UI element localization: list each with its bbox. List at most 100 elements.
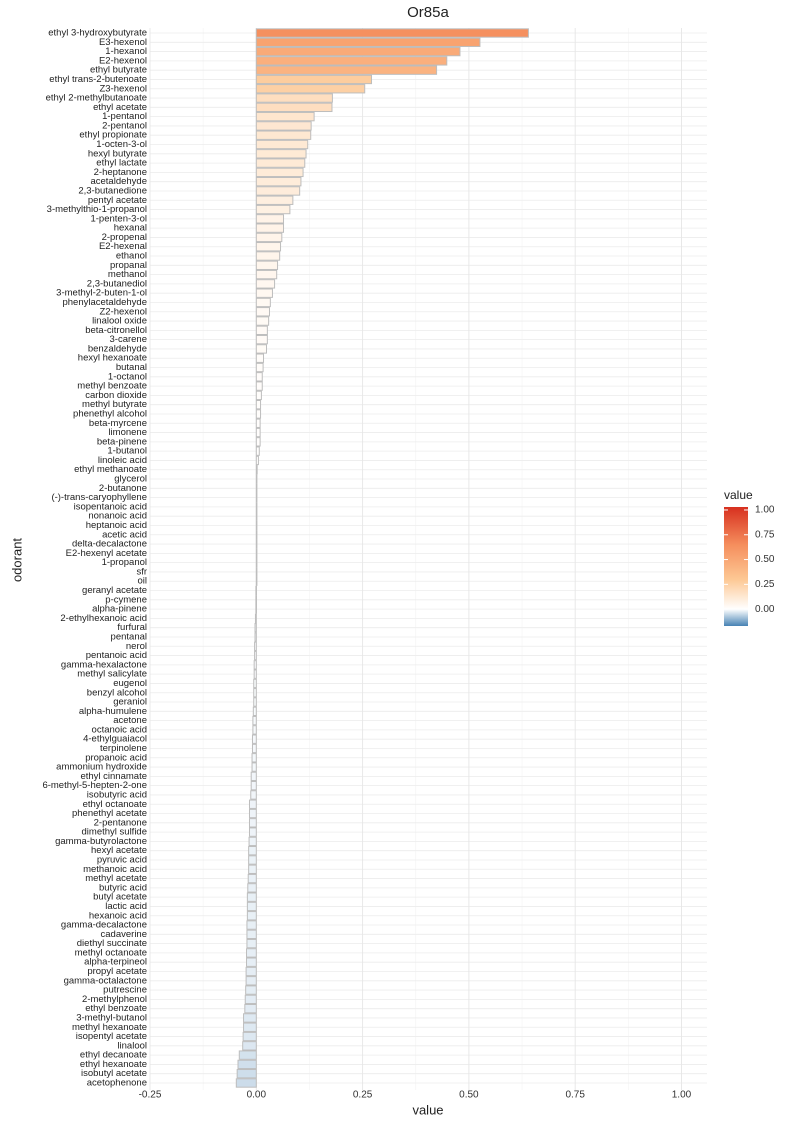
- bar: [244, 1003, 257, 1014]
- y-tick-label: gamma-decalactone: [61, 920, 147, 931]
- y-tick-label: pentanal: [111, 631, 147, 642]
- bar: [255, 260, 279, 270]
- y-tick-label: butyric acid: [99, 882, 147, 893]
- bar: [244, 994, 257, 1005]
- y-tick-label: E2-hexenol: [99, 55, 147, 66]
- y-tick-label: 2-ethylhexanoic acid: [60, 613, 147, 624]
- legend-label: 0.75: [755, 529, 775, 540]
- bar: [255, 269, 278, 280]
- y-tick-label: propyl acetate: [87, 966, 147, 977]
- y-tick-label: linoleic acid: [98, 455, 147, 466]
- bar: [246, 892, 257, 902]
- y-tick-label: sfr: [136, 566, 147, 577]
- bar: [237, 1059, 257, 1070]
- bar: [255, 46, 461, 57]
- bar: [255, 362, 264, 373]
- y-tick-label: hexyl butyrate: [88, 148, 147, 159]
- bar: [255, 37, 481, 47]
- bar: [255, 307, 270, 317]
- bar: [248, 808, 257, 819]
- y-tick-label: 3-methyl-butanol: [76, 1012, 147, 1023]
- bar: [255, 111, 315, 122]
- bar: [255, 446, 260, 456]
- bar: [255, 195, 294, 205]
- bar: [255, 130, 312, 140]
- bar: [252, 706, 257, 716]
- bar: [253, 660, 257, 670]
- bar: [254, 623, 257, 633]
- bar: [255, 548, 258, 559]
- bar: [255, 325, 268, 336]
- y-tick-label: ethyl decanoate: [80, 1050, 147, 1061]
- bar: [248, 846, 257, 856]
- y-tick-label: 2-methylphenol: [82, 994, 147, 1005]
- y-tick-label: methyl hexanoate: [72, 1022, 147, 1033]
- bar: [255, 297, 271, 308]
- bar: [255, 316, 270, 326]
- y-tick-label: carbon dioxide: [85, 390, 147, 401]
- y-tick-label: 3-methyl-2-buten-1-ol: [56, 288, 147, 299]
- bar: [255, 539, 258, 549]
- bar: [245, 966, 257, 977]
- bar: [251, 753, 257, 763]
- bar: [255, 353, 265, 363]
- bar: [255, 176, 302, 187]
- y-tick-label: delta-decalactone: [72, 539, 147, 550]
- bar: [235, 1078, 257, 1088]
- y-tick-label: 2-butanone: [99, 483, 147, 494]
- y-tick-label: furfural: [117, 622, 147, 633]
- y-tick-label: methanol: [108, 269, 147, 280]
- bar: [255, 483, 258, 493]
- y-tick-label: butyl acetate: [93, 892, 147, 903]
- bar: [255, 520, 258, 531]
- y-tick-label: ethyl octanoate: [83, 799, 147, 810]
- y-tick-label: benzyl alcohol: [87, 687, 147, 698]
- bar: [246, 957, 257, 967]
- legend-label: 0.25: [755, 579, 775, 590]
- bar: [252, 715, 257, 726]
- bar: [255, 232, 283, 243]
- y-tick-label: phenethyl acetate: [72, 808, 147, 819]
- y-tick-label: E3-hexenol: [99, 37, 147, 48]
- y-tick-label: methyl octanoate: [75, 947, 147, 958]
- y-tick-label: acetic acid: [102, 529, 147, 540]
- bar: [255, 158, 306, 168]
- bar: [250, 771, 257, 782]
- bar: [255, 139, 309, 150]
- bar: [255, 372, 263, 382]
- y-tick-label: geranyl acetate: [82, 585, 147, 596]
- bar: [247, 873, 257, 884]
- bar: [255, 557, 258, 568]
- y-tick-label: geraniol: [113, 697, 147, 708]
- y-tick-label: hexanoic acid: [89, 910, 147, 921]
- y-tick-label: methyl butyrate: [82, 399, 147, 410]
- bar: [238, 1050, 257, 1060]
- y-tick-label: oil: [137, 576, 147, 587]
- bar: [250, 790, 257, 800]
- bar: [255, 511, 258, 521]
- y-tick-label: 1-octen-3-ol: [96, 139, 147, 150]
- bar: [255, 604, 257, 614]
- y-tick-label: eugenol: [113, 678, 147, 689]
- bar: [251, 762, 257, 772]
- y-tick-label: 4-ethylguaiacol: [83, 734, 147, 745]
- y-tick-label: 1-hexanol: [105, 46, 147, 57]
- y-tick-label: methyl acetate: [85, 873, 147, 884]
- y-tick-label: diethyl succinate: [77, 938, 147, 949]
- bar: [248, 864, 257, 874]
- y-tick-label: hexyl acetate: [91, 845, 147, 856]
- y-tick-label: propanal: [110, 260, 147, 271]
- y-tick-label: ethyl methanoate: [74, 464, 147, 475]
- bar: [251, 743, 257, 754]
- bar: [242, 1031, 257, 1042]
- bar: [255, 427, 261, 438]
- y-tick-label: isopentanoic acid: [74, 501, 147, 512]
- y-tick-label: 1-penten-3-ol: [90, 213, 147, 224]
- y-tick-label: lactic acid: [105, 901, 147, 912]
- bar: [252, 725, 257, 735]
- y-tick-label: methyl salicylate: [77, 669, 147, 680]
- y-tick-label: 2,3-butanediol: [87, 278, 147, 289]
- y-tick-label: Z2-hexenol: [99, 306, 147, 317]
- y-tick-label: nerol: [126, 641, 147, 652]
- colorbar: [724, 507, 748, 626]
